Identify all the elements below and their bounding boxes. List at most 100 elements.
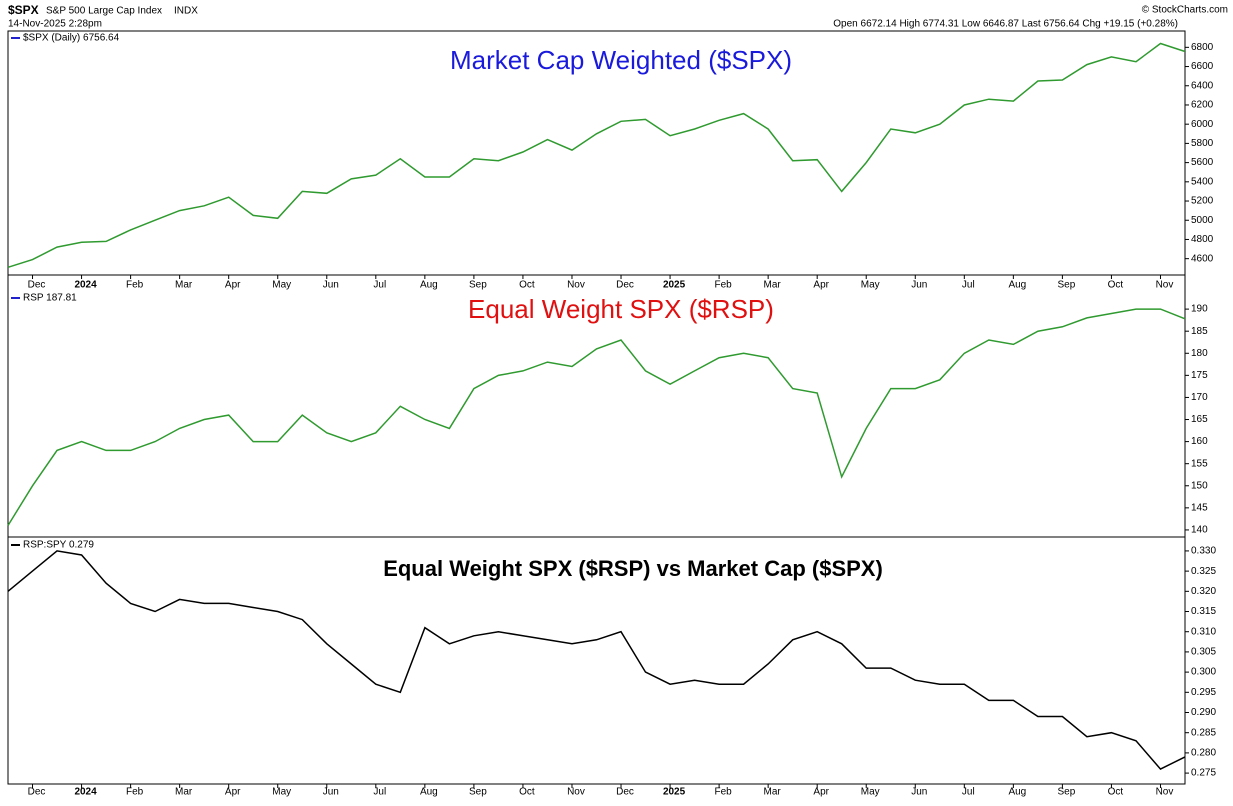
x-tick-label: Feb [126,787,144,798]
y-tick-label: 0.275 [1191,768,1216,779]
price-line [7,308,1186,526]
x-tick-label: Mar [175,280,193,291]
y-tick-label: 165 [1191,414,1208,425]
x-tick-label: May [272,280,291,291]
x-tick-label: Nov [567,280,585,291]
x-tick-label: Nov [1156,280,1174,291]
x-tick-label: Aug [1008,787,1026,798]
x-tick-label: Jun [323,787,339,798]
x-tick-label: Aug [420,280,438,291]
y-tick-label: 6000 [1191,119,1214,130]
x-tick-label: Jun [323,280,339,291]
price-line [7,550,1186,771]
y-tick-label: 0.290 [1191,707,1216,718]
x-tick-label: 2025 [663,280,686,291]
x-tick-label: 2024 [74,787,97,798]
panel-title: Market Cap Weighted ($SPX) [450,45,792,75]
x-tick-label: Oct [1108,787,1124,798]
y-tick-label: 155 [1191,458,1208,469]
x-tick-label: Feb [714,280,732,291]
legend-label: RSP:SPY 0.279 [23,540,94,551]
x-tick-label: Apr [225,280,241,291]
y-tick-label: 5600 [1191,157,1214,168]
y-tick-label: 0.300 [1191,667,1216,678]
x-tick-label: Apr [813,280,829,291]
x-tick-label: Jul [373,787,386,798]
y-tick-label: 0.305 [1191,647,1216,658]
x-tick-label: Sep [1057,280,1075,291]
x-tick-label: Dec [616,280,634,291]
x-tick-label: Oct [519,280,535,291]
price-line [7,42,1186,269]
y-tick-label: 0.330 [1191,546,1216,557]
panel-title: Equal Weight SPX ($RSP) vs Market Cap ($… [383,556,883,581]
x-tick-label: May [861,787,880,798]
y-tick-label: 0.315 [1191,606,1216,617]
y-tick-label: 5400 [1191,176,1214,187]
x-tick-label: Aug [420,787,438,798]
x-tick-label: Feb [714,787,732,798]
y-tick-label: 0.280 [1191,748,1216,759]
date: 14-Nov-2025 2:28pm [8,19,102,30]
y-tick-label: 0.325 [1191,566,1216,577]
x-tick-label: Jul [962,280,975,291]
y-tick-label: 6400 [1191,80,1214,91]
y-tick-label: 4800 [1191,234,1214,245]
x-tick-label: Jun [911,280,927,291]
y-tick-label: 160 [1191,436,1208,447]
y-tick-label: 145 [1191,502,1208,513]
x-tick-label: Mar [764,280,782,291]
legend-label: $SPX (Daily) 6756.64 [23,33,120,44]
x-tick-label: Dec [616,787,634,798]
x-tick-label: Oct [519,787,535,798]
exchange: INDX [174,6,198,17]
x-tick-label: May [861,280,880,291]
legend-label: RSP 187.81 [23,293,77,304]
x-tick-label: Oct [1108,280,1124,291]
y-tick-label: 190 [1191,304,1208,315]
x-tick-label: Mar [175,787,193,798]
symbol: $SPX [8,3,39,17]
y-tick-label: 4600 [1191,253,1214,264]
y-tick-label: 180 [1191,348,1208,359]
y-tick-label: 6200 [1191,100,1214,111]
y-tick-label: 5000 [1191,215,1214,226]
source: © StockCharts.com [1142,5,1228,16]
y-tick-label: 6600 [1191,61,1214,72]
y-tick-label: 150 [1191,480,1208,491]
x-tick-label: Sep [469,280,487,291]
y-tick-label: 0.320 [1191,586,1216,597]
y-tick-label: 6800 [1191,42,1214,53]
x-tick-label: Aug [1008,280,1026,291]
x-tick-label: May [272,787,291,798]
y-tick-label: 0.310 [1191,626,1216,637]
x-tick-label: Jul [962,787,975,798]
y-tick-label: 140 [1191,525,1208,536]
y-tick-label: 170 [1191,392,1208,403]
y-tick-label: 0.285 [1191,727,1216,738]
x-tick-label: Feb [126,280,144,291]
y-tick-label: 185 [1191,326,1208,337]
y-tick-label: 175 [1191,370,1208,381]
quote: Open 6672.14 High 6774.31 Low 6646.87 La… [833,19,1178,30]
y-tick-label: 0.295 [1191,687,1216,698]
x-tick-label: Apr [225,787,241,798]
x-tick-label: Apr [813,787,829,798]
y-tick-label: 5800 [1191,138,1214,149]
x-tick-label: 2025 [663,787,686,798]
x-tick-label: Jul [373,280,386,291]
x-tick-label: 2024 [74,280,97,291]
y-tick-label: 5200 [1191,196,1214,207]
x-tick-label: Sep [1057,787,1075,798]
x-tick-label: Nov [1156,787,1174,798]
index-name: S&P 500 Large Cap Index [46,6,162,17]
panel-title: Equal Weight SPX ($RSP) [468,294,774,324]
frame [7,30,1186,785]
x-tick-label: Mar [764,787,782,798]
x-tick-label: Sep [469,787,487,798]
x-tick-label: Dec [28,280,46,291]
x-tick-label: Jun [911,787,927,798]
x-tick-label: Nov [567,787,585,798]
x-tick-label: Dec [28,787,46,798]
